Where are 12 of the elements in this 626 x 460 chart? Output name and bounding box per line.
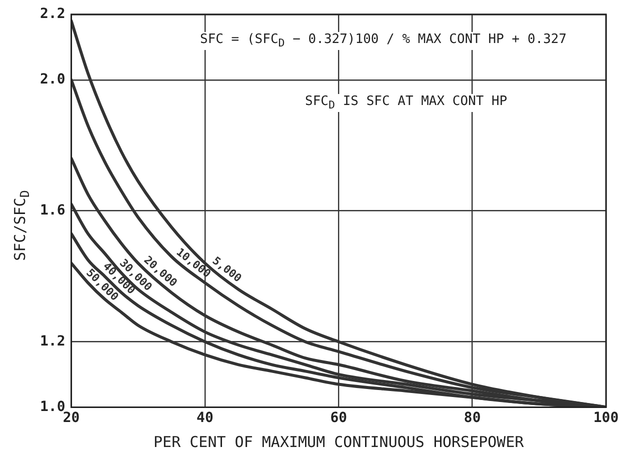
x-tick-label: 20	[62, 410, 80, 426]
y-tick-label: 2.2	[40, 6, 66, 22]
x-tick-label: 100	[593, 410, 619, 426]
annotation: SFC = (SFC$_{D}$ − 0.327)100 / % MAX CONT HP + 0.327	[200, 32, 567, 50]
x-tick-label: 40	[196, 410, 214, 426]
annotation: SFC$_{D}$ IS SFC AT MAX CONT HP	[305, 94, 508, 112]
x-tick-label: 60	[330, 410, 348, 426]
x-tick-label: 80	[464, 410, 481, 426]
x-axis-title: PER CENT OF MAXIMUM CONTINUOUS HORSEPOWER	[154, 432, 525, 451]
y-tick-label: 2.0	[40, 72, 66, 88]
y-tick-label: 1.2	[40, 333, 66, 350]
y-tick-label: 1.6	[40, 202, 66, 218]
